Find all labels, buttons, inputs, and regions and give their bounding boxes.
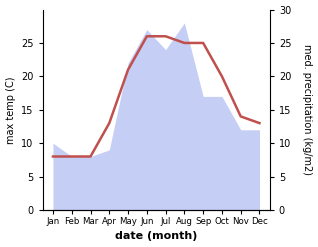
X-axis label: date (month): date (month) — [115, 231, 197, 242]
Y-axis label: med. precipitation (kg/m2): med. precipitation (kg/m2) — [302, 44, 313, 175]
Y-axis label: max temp (C): max temp (C) — [5, 76, 16, 144]
